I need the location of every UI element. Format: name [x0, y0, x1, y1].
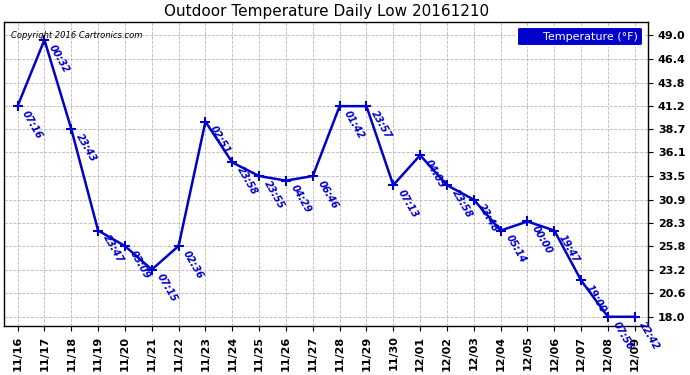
Text: 01:42: 01:42 — [342, 109, 366, 141]
Text: 03:09: 03:09 — [128, 249, 152, 280]
Text: 23:43: 23:43 — [74, 132, 98, 164]
Text: Copyright 2016 Cartronics.com: Copyright 2016 Cartronics.com — [10, 31, 142, 40]
Text: 22:42: 22:42 — [638, 320, 662, 351]
Text: 04:29: 04:29 — [288, 183, 313, 215]
Text: 06:46: 06:46 — [315, 179, 339, 211]
Text: 07:15: 07:15 — [155, 272, 179, 304]
Text: 19:00: 19:00 — [584, 283, 608, 315]
Text: 23:48: 23:48 — [477, 202, 501, 234]
Text: 04:05: 04:05 — [423, 158, 447, 190]
Text: 07:56: 07:56 — [611, 320, 635, 351]
Text: 05:14: 05:14 — [504, 233, 528, 265]
Text: 23:55: 23:55 — [262, 179, 286, 211]
Text: 00:00: 00:00 — [530, 224, 554, 256]
Text: 23:47: 23:47 — [101, 233, 125, 265]
Text: 00:32: 00:32 — [47, 43, 71, 74]
Text: 23:58: 23:58 — [235, 165, 259, 197]
Text: 07:13: 07:13 — [396, 188, 420, 220]
Text: 07:16: 07:16 — [21, 109, 44, 141]
Text: 02:36: 02:36 — [181, 249, 206, 280]
Text: 02:51: 02:51 — [208, 124, 233, 156]
Title: Outdoor Temperature Daily Low 20161210: Outdoor Temperature Daily Low 20161210 — [164, 4, 489, 19]
Legend: Temperature (°F): Temperature (°F) — [517, 27, 642, 46]
Text: 23:57: 23:57 — [369, 109, 393, 141]
Text: 19:47: 19:47 — [557, 233, 581, 265]
Text: 23:58: 23:58 — [450, 188, 474, 220]
